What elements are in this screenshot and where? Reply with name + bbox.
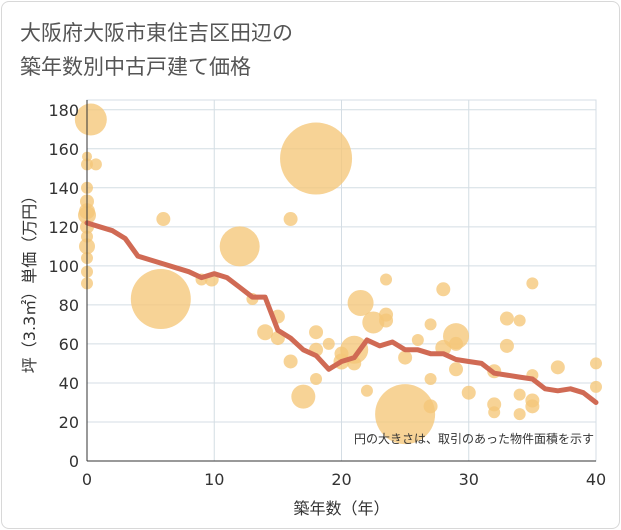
bubble-point <box>89 158 102 171</box>
bubble-point <box>526 277 539 290</box>
trend-line <box>84 220 599 405</box>
bubble-point <box>550 360 565 375</box>
bubble-point <box>380 273 393 286</box>
bubble-point <box>74 103 107 136</box>
bubble-point <box>379 313 394 328</box>
bubble-point <box>360 384 373 397</box>
bubble-point <box>362 311 385 334</box>
y-tick-label: 0 <box>69 452 79 471</box>
bubble-point <box>340 335 369 364</box>
bubble-point <box>283 354 298 369</box>
bubble-point <box>156 212 171 227</box>
bubble-series <box>74 103 602 445</box>
bubble-point <box>449 362 464 377</box>
y-tick-label: 80 <box>59 296 79 315</box>
axes: 0 10 20 30 40 0 20 40 60 80 100 120 140 160 180 <box>48 100 606 489</box>
bubble-point <box>283 212 298 227</box>
bubble-point <box>499 311 514 326</box>
bubble-point <box>219 226 260 267</box>
bubble-point <box>590 380 602 393</box>
bubble-point <box>513 408 526 421</box>
x-axis-label: 築年数（年） <box>293 499 389 518</box>
y-axis-label: 坪（3.3㎡）単価（万円） <box>20 188 39 373</box>
bubble-point <box>309 325 324 340</box>
bubble-point <box>525 399 540 414</box>
bubble-point <box>280 122 353 195</box>
y-tick-label: 120 <box>48 218 79 237</box>
bubble-point <box>449 336 464 351</box>
y-tick-label: 100 <box>48 257 79 276</box>
bubble-point <box>310 373 323 386</box>
x-tick-label: 40 <box>586 470 606 489</box>
bubble-size-note: 円の大きさは、取引のあった物件面積を示す <box>354 431 594 446</box>
bubble-point <box>424 318 437 331</box>
x-tick-label: 0 <box>82 470 92 489</box>
bubble-point <box>411 334 424 347</box>
x-tick-label: 10 <box>204 470 224 489</box>
bubble-point <box>291 384 316 409</box>
y-tick-label: 140 <box>48 179 79 198</box>
x-tick-label: 20 <box>331 470 351 489</box>
bubble-point <box>398 350 413 365</box>
bubble-point <box>375 384 436 445</box>
bubble-point <box>130 269 191 330</box>
y-tick-label: 20 <box>59 413 79 432</box>
x-tick-label: 30 <box>459 470 479 489</box>
bubble-point <box>424 373 437 386</box>
bubble-point <box>590 357 602 370</box>
bubble-point <box>436 282 451 297</box>
y-tick-label: 180 <box>48 101 79 120</box>
y-tick-label: 60 <box>59 335 79 354</box>
bubble-point <box>499 338 514 353</box>
bubble-point <box>257 324 274 341</box>
y-tick-label: 160 <box>48 140 79 159</box>
bubble-point <box>461 385 476 400</box>
bubble-point <box>513 314 526 327</box>
chart-title-line-1: 大阪府大阪市東住吉区田辺の <box>20 21 293 45</box>
y-tick-label: 40 <box>59 374 79 393</box>
chart-title-line-2: 築年数別中古戸建て価格 <box>20 55 251 79</box>
bubble-point <box>347 289 374 316</box>
bubble-point <box>488 406 501 419</box>
bubble-point <box>513 388 526 401</box>
bubble-point <box>322 337 335 350</box>
chart-title: 大阪府大阪市東住吉区田辺の 築年数別中古戸建て価格 <box>20 16 460 84</box>
bubble-point <box>423 399 438 414</box>
